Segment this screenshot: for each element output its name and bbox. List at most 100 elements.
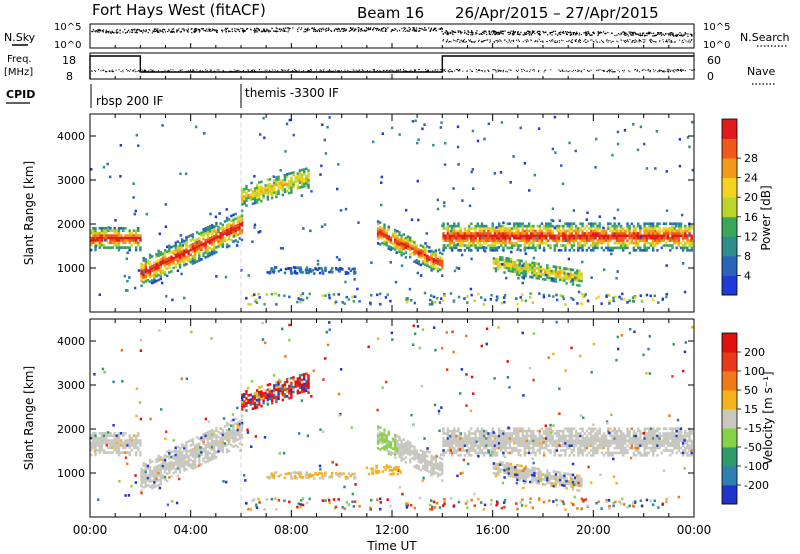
heatmap-cell: [98, 448, 101, 452]
nsky-point: [331, 30, 333, 33]
heatmap-cell: [132, 241, 136, 245]
heatmap-cell: [117, 248, 121, 252]
heatmap-cell: [515, 234, 518, 238]
heatmap-cell: [552, 272, 555, 276]
heatmap-cell: [690, 241, 693, 245]
nave-point: [122, 69, 124, 71]
heatmap-cell: [615, 246, 619, 250]
nsky-point: [214, 29, 216, 31]
heatmap-cell: [539, 272, 543, 276]
nsearch-point: [610, 41, 612, 43]
nsearch-point: [662, 41, 664, 43]
nsky-point: [155, 30, 157, 32]
colorbar-swatch: [722, 158, 737, 179]
heatmap-cell: [260, 190, 263, 193]
heatmap-cell: [178, 456, 182, 460]
nave-point: [602, 69, 604, 71]
nave-point: [355, 69, 357, 71]
heatmap-cell: [641, 234, 644, 238]
heatmap-cell: [564, 222, 567, 226]
heatmap-cell: [210, 238, 214, 242]
nsearch-point: [485, 39, 487, 41]
nsky-point: [644, 34, 646, 36]
heatmap-cell: [92, 439, 95, 442]
nsky-point: [416, 27, 418, 29]
nsearch-point: [496, 39, 498, 41]
heatmap-cell: [541, 277, 545, 281]
heatmap-cell: [94, 439, 97, 442]
nsearch-point: [590, 39, 592, 41]
heatmap-cell: [160, 281, 164, 285]
heatmap-cell: [195, 248, 199, 251]
nsky-point: [635, 33, 637, 35]
heatmap-cell: [245, 192, 248, 195]
heatmap-cell: [470, 232, 473, 235]
heatmap-cell: [688, 241, 691, 245]
heatmap-cell: [419, 249, 423, 252]
heatmap-cell: [296, 179, 300, 183]
nsky-point: [588, 33, 590, 35]
heatmap-cell: [394, 243, 397, 247]
nsearch-point: [670, 41, 672, 43]
nsky-point: [113, 32, 115, 34]
heatmap-cell: [400, 236, 403, 240]
nsearch-point: [583, 40, 585, 42]
heatmap-cell: [531, 271, 534, 274]
heatmap-cell: [632, 232, 636, 235]
heatmap-cell: [191, 235, 195, 239]
heatmap-cell: [493, 229, 497, 233]
heatmap-cell: [206, 238, 210, 241]
nsky-point: [263, 30, 265, 32]
heatmap-cell: [115, 243, 119, 247]
nave-point: [373, 69, 375, 71]
heatmap-cell: [155, 484, 158, 488]
heatmap-cell: [662, 234, 666, 238]
heatmap-cell: [187, 252, 190, 255]
nsky-point: [282, 27, 285, 29]
heatmap-cell: [444, 236, 447, 240]
heatmap-cell: [453, 222, 456, 226]
heatmap-cell: [292, 185, 295, 189]
heatmap-cell: [506, 234, 509, 238]
heatmap-cell: [524, 260, 528, 264]
heatmap-cell: [400, 244, 403, 247]
nave-point: [403, 70, 405, 72]
nave-point: [100, 70, 102, 72]
heatmap-cell: [415, 261, 418, 265]
heatmap-cell: [519, 234, 522, 238]
heatmap-cell: [566, 222, 569, 226]
nsky-point: [395, 28, 397, 31]
heatmap-cell: [472, 244, 475, 247]
heatmap-cell: [499, 265, 502, 269]
heatmap-cell: [394, 228, 397, 232]
heatmap-cell: [279, 169, 282, 172]
heatmap-cell: [524, 262, 528, 266]
nsky-point: [231, 30, 233, 33]
nsearch-point: [674, 41, 676, 43]
heatmap-cell: [688, 239, 691, 242]
heatmap-cell: [223, 229, 227, 233]
heatmap-cell: [478, 236, 482, 240]
heatmap-cell: [151, 264, 154, 268]
heatmap-cell: [461, 199, 464, 202]
heatmap-cell: [126, 234, 129, 237]
heatmap-cell: [677, 224, 681, 228]
heatmap-cell: [174, 448, 177, 452]
heatmap-cell: [96, 448, 99, 452]
nsky-point: [246, 28, 248, 30]
heatmap-cell: [493, 172, 497, 175]
heatmap-cell: [200, 233, 203, 237]
heatmap-cell: [142, 266, 145, 270]
nave-point: [436, 71, 438, 73]
heatmap-cell: [275, 193, 278, 196]
heatmap-cell: [502, 236, 505, 240]
heatmap-cell: [185, 255, 188, 259]
heatmap-cell: [394, 245, 397, 249]
heatmap-cell: [596, 227, 599, 230]
heatmap-cell: [168, 246, 171, 250]
heatmap-cell: [587, 246, 591, 250]
nave-point: [510, 70, 512, 72]
heatmap-cell: [521, 227, 524, 230]
nave-point: [147, 70, 149, 72]
heatmap-cell: [183, 239, 186, 243]
